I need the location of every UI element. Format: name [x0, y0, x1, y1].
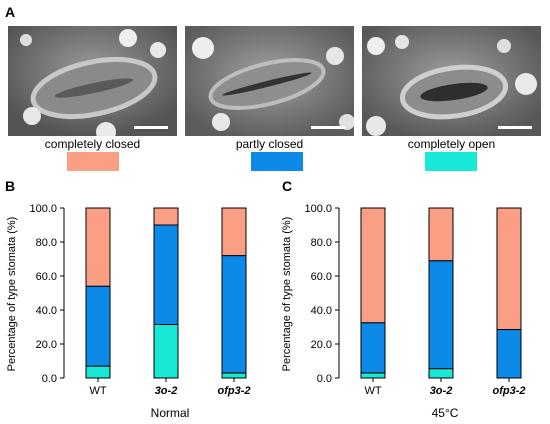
chart-plot-area: 0.0 20.0 40.0 60.0 80.0 100.0 WT 3o-2 ofp3-2	[304, 203, 525, 397]
y-tick-label: 60.0	[311, 271, 332, 283]
x-tick-label: 3o-2	[155, 385, 178, 397]
bar-segment-completely-open	[85, 365, 111, 379]
chart-normal: Percentage of type stomata (%) 0.0 20.0 40…	[6, 203, 251, 420]
y-axis-label: Percentage of type stomata (%)	[6, 217, 18, 372]
bar-segment-completely-closed	[85, 207, 111, 287]
bar-segment-completely-open	[360, 372, 386, 379]
x-tick-label: WT	[364, 385, 381, 397]
bar-segment-partly-closed	[360, 322, 386, 374]
stoma-partly-closed-illustration	[185, 26, 354, 136]
x-tick-label: ofp3-2	[218, 385, 251, 397]
bar-segment-completely-open	[153, 323, 179, 379]
stoma-open-illustration	[362, 26, 541, 136]
bar-segment-completely-closed	[496, 207, 522, 331]
y-tick-label: 80.0	[36, 237, 57, 249]
y-tick-label: 60.0	[36, 271, 57, 283]
bar-segment-partly-closed	[85, 285, 111, 367]
bar-segment-partly-closed	[496, 329, 522, 379]
legend-swatch-partly-closed	[251, 152, 303, 171]
legend-label-partly-closed: partly closed	[235, 137, 304, 151]
y-tick-label: 0.0	[317, 373, 332, 385]
x-tick-label: WT	[89, 385, 106, 397]
y-tick-label: 0.0	[42, 373, 57, 385]
y-tick-label: 100.0	[304, 203, 332, 215]
y-tick-label: 40.0	[36, 305, 57, 317]
x-tick-label: 3o-2	[430, 385, 453, 397]
legend-swatch-completely-closed	[67, 152, 119, 171]
sem-image-partly-closed	[185, 26, 354, 136]
bar-segment-completely-closed	[221, 207, 247, 257]
chart-45c: Percentage of type stomata (%) 0.0 20.0 40…	[281, 203, 526, 420]
bar-segment-completely-closed	[360, 207, 386, 324]
panel-label-b: B	[5, 178, 16, 194]
bar-segment-completely-closed	[153, 207, 179, 226]
panel-label-c: C	[282, 178, 293, 194]
scale-bar	[311, 126, 345, 129]
sem-image-completely-closed	[8, 26, 177, 136]
panel-label-a: A	[5, 4, 16, 20]
x-axis-label: Normal	[151, 406, 190, 420]
bar-segment-partly-closed	[153, 224, 179, 325]
stoma-closed-illustration	[8, 26, 177, 136]
bar-segment-completely-closed	[428, 207, 454, 262]
x-tick-label: ofp3-2	[493, 385, 526, 397]
chart-plot-area: 0.0 20.0 40.0 60.0 80.0 100.0 WT 3o-2 ofp3-2	[29, 203, 250, 397]
x-axis-label: 45°C	[432, 406, 459, 420]
sem-image-completely-open	[362, 26, 541, 136]
legend-label-completely-open: completely open	[407, 137, 496, 151]
y-tick-label: 100.0	[29, 203, 57, 215]
scale-bar	[498, 126, 532, 129]
legend-swatch-completely-open	[425, 152, 477, 171]
bar-segment-completely-open	[221, 372, 247, 379]
bar-segment-partly-closed	[221, 255, 247, 374]
y-tick-label: 80.0	[311, 237, 332, 249]
scale-bar	[134, 126, 168, 129]
legend-label-completely-closed: completely closed	[44, 137, 141, 151]
y-tick-label: 20.0	[36, 339, 57, 351]
y-tick-label: 20.0	[311, 339, 332, 351]
y-axis-label: Percentage of type stomata (%)	[281, 217, 293, 372]
bar-segment-partly-closed	[428, 260, 454, 370]
y-tick-label: 40.0	[311, 305, 332, 317]
bar-segment-completely-open	[428, 368, 454, 379]
